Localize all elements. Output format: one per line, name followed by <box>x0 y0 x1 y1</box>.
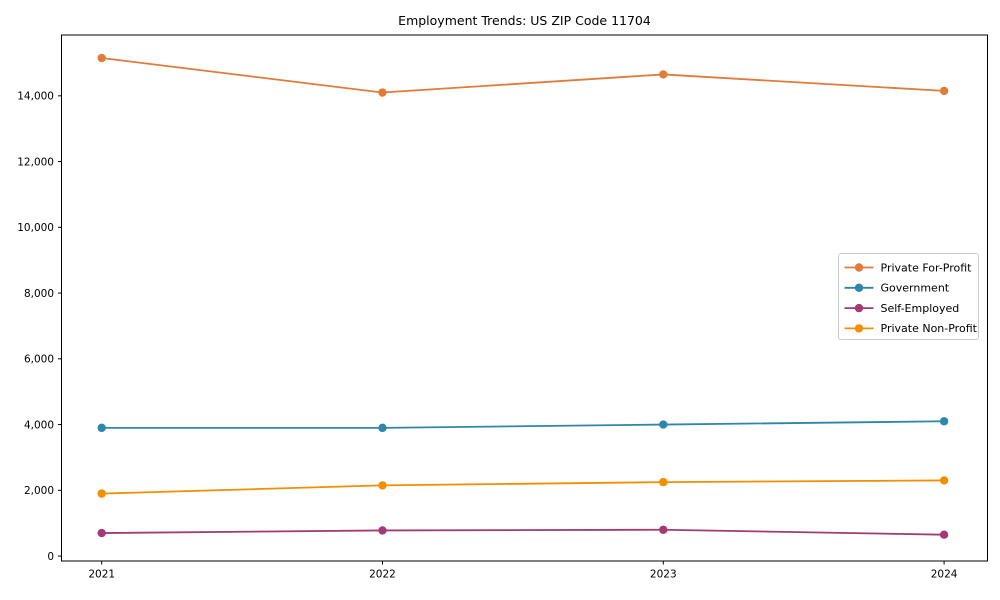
series-marker-private-non-profit <box>97 489 106 498</box>
series-line-government <box>101 420 945 429</box>
series-marker-government <box>939 417 949 426</box>
plot-spines <box>61 34 988 562</box>
series-marker-government <box>378 423 387 433</box>
legend-label-self-employed: Self-Employed <box>881 302 960 315</box>
legend-marker-private-for-profit <box>854 263 864 272</box>
series-line-private-for-profit <box>101 57 945 94</box>
legend-label-government: Government <box>881 282 950 295</box>
series-marker-private-for-profit <box>659 70 668 79</box>
y-tick-label: 2,000 <box>24 485 54 497</box>
y-tick-label: 14,000 <box>17 91 54 103</box>
y-tick-label: 8,000 <box>24 288 54 300</box>
plot-area-frame <box>61 34 988 562</box>
x-axis: 2021 2022 2023 2024 <box>88 561 958 581</box>
x-tick-label: 2022 <box>369 569 396 581</box>
series-marker-self-employed <box>378 526 387 535</box>
y-tick-label: 12,000 <box>17 156 54 168</box>
legend: Private For-Profit Government Self-Employe… <box>838 253 979 340</box>
legend-marker-government <box>854 283 864 292</box>
legend-marker-self-employed <box>854 303 864 313</box>
y-axis: 0 2,000 4,000 6,000 8,000 10,000 12,000 14,000 <box>17 91 62 563</box>
series-marker-government <box>97 423 106 433</box>
series-lines <box>97 53 949 539</box>
y-tick-label: 0 <box>47 551 54 563</box>
y-tick-label: 10,000 <box>17 222 54 234</box>
legend-label-private-non-profit: Private Non-Profit <box>881 322 978 335</box>
x-tick-label: 2023 <box>650 569 677 581</box>
legend-label-private-for-profit: Private For-Profit <box>881 261 973 274</box>
y-tick-label: 4,000 <box>24 419 54 431</box>
series-marker-self-employed <box>939 530 949 539</box>
series-marker-private-for-profit <box>939 86 949 96</box>
x-tick-label: 2024 <box>931 569 958 581</box>
series-marker-private-for-profit <box>378 88 387 97</box>
series-marker-private-non-profit <box>659 477 668 487</box>
series-line-self-employed <box>101 528 945 536</box>
y-tick-label: 6,000 <box>24 354 54 366</box>
series-marker-government <box>659 420 668 429</box>
series-marker-private-non-profit <box>939 476 949 485</box>
legend-frame <box>838 253 979 340</box>
series-marker-self-employed <box>659 525 668 534</box>
series-marker-self-employed <box>97 528 106 538</box>
series-marker-private-non-profit <box>378 481 387 490</box>
chart-title: Employment Trends: US ZIP Code 11704 <box>398 13 651 28</box>
legend-marker-private-non-profit <box>854 324 864 333</box>
x-tick-label: 2021 <box>88 569 115 581</box>
series-line-private-non-profit <box>101 479 945 495</box>
series-marker-private-for-profit <box>97 53 106 63</box>
